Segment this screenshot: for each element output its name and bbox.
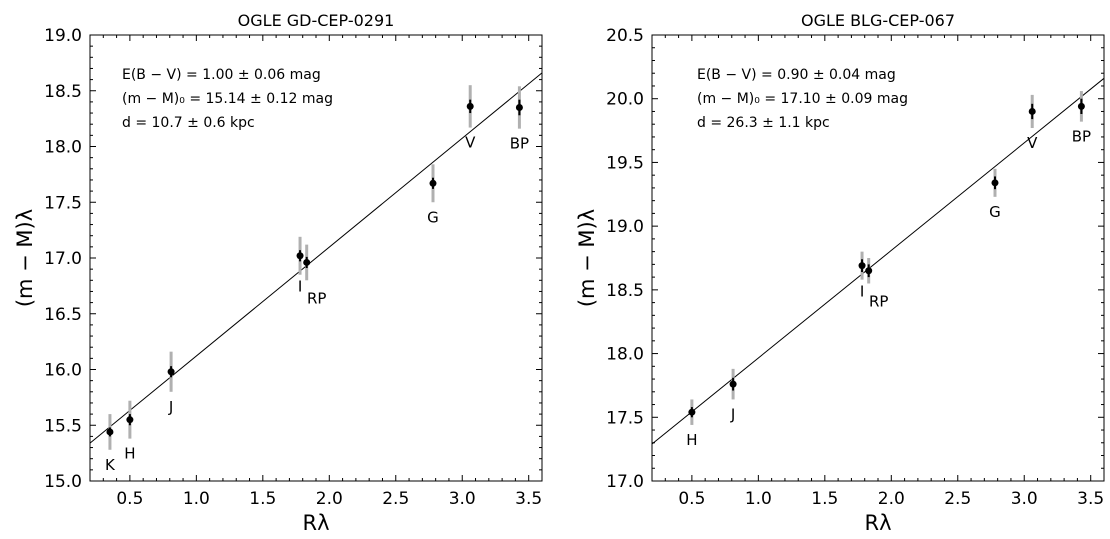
data-point [167, 368, 175, 376]
x-tick-label: 1.5 [249, 489, 276, 509]
annotation-distance: d = 26.3 ± 1.1 kpc [697, 115, 830, 131]
y-tick-label: 19.5 [606, 153, 644, 173]
data-point [729, 380, 737, 388]
fit-line [651, 77, 1105, 445]
point-label: I [860, 283, 864, 301]
point-label: H [124, 445, 135, 463]
data-point [1028, 107, 1036, 115]
y-tick-label: 18.0 [606, 345, 644, 365]
data-point [126, 416, 134, 424]
x-tick-label: 3.0 [1011, 489, 1038, 509]
y-tick-label: 19.0 [606, 217, 644, 237]
chart-right-annotations: E(B − V) = 0.90 ± 0.04 mag (m − M)₀ = 17… [697, 67, 908, 131]
data-point [303, 258, 311, 266]
point-label: I [298, 278, 302, 296]
x-tick-label: 0.5 [116, 489, 143, 509]
annotation-ebv: E(B − V) = 0.90 ± 0.04 mag [697, 67, 896, 83]
annotation-distance-modulus: (m − M)₀ = 15.14 ± 0.12 mag [122, 91, 333, 107]
y-tick-label: 18.5 [606, 281, 644, 301]
x-tick-label: 2.0 [878, 489, 905, 509]
point-label: J [730, 405, 735, 423]
x-tick-label: 1.0 [745, 489, 772, 509]
data-point [106, 428, 114, 436]
data-point [991, 179, 999, 187]
x-tick-label: 2.0 [316, 489, 343, 509]
y-tick-label: 15.5 [44, 416, 82, 436]
point-label: V [465, 134, 476, 152]
point-label: K [105, 456, 116, 474]
y-tick-label: 17.5 [606, 408, 644, 428]
y-tick-label: 18.5 [44, 82, 82, 102]
y-tick-label: 18.0 [44, 138, 82, 158]
x-tick-label: 2.5 [944, 489, 971, 509]
data-point [1077, 102, 1085, 110]
x-tick-label: 1.5 [811, 489, 838, 509]
chart-left: OGLE GD-CEP-0291 KH J I RP G V BP 0.5 1.0 1.5 2.0… [13, 11, 543, 535]
point-label: V [1027, 134, 1038, 152]
data-point [858, 262, 866, 270]
chart-right-frame [651, 34, 1105, 482]
y-tick-label: 15.0 [44, 472, 82, 492]
data-point [688, 408, 696, 416]
chart-left-xlabel: Rλ [302, 511, 329, 535]
chart-left-annotations: E(B − V) = 1.00 ± 0.06 mag (m − M)₀ = 15… [122, 67, 333, 131]
fit-line [89, 72, 543, 444]
annotation-distance: d = 10.7 ± 0.6 kpc [122, 115, 255, 131]
y-tick-label: 16.5 [44, 305, 82, 325]
point-label: RP [869, 292, 888, 310]
y-tick-label: 17.5 [44, 193, 82, 213]
x-tick-label: 3.0 [449, 489, 476, 509]
x-tick-label: 3.5 [1077, 489, 1104, 509]
point-label: G [989, 203, 1001, 221]
chart-left-ylabel: (m − M)λ [13, 209, 37, 307]
y-tick-label: 20.0 [606, 90, 644, 110]
point-label: BP [510, 135, 529, 153]
x-tick-label: 2.5 [382, 489, 409, 509]
data-point [865, 267, 873, 275]
x-tick-label: 3.5 [515, 489, 542, 509]
y-tick-label: 16.0 [44, 361, 82, 381]
chart-left-frame [89, 34, 543, 482]
data-point [429, 179, 437, 187]
point-label: H [686, 431, 697, 449]
point-label: G [427, 208, 439, 226]
y-tick-label: 19.0 [44, 26, 82, 46]
y-tick-label: 17.0 [606, 472, 644, 492]
data-point [296, 252, 304, 260]
point-label: J [168, 398, 173, 416]
chart-right-ylabel: (m − M)λ [575, 209, 599, 307]
annotation-ebv: E(B − V) = 1.00 ± 0.06 mag [122, 67, 321, 83]
data-point [515, 103, 523, 111]
data-point [466, 102, 474, 110]
chart-left-title: OGLE GD-CEP-0291 [238, 11, 395, 30]
y-tick-label: 20.5 [606, 26, 644, 46]
y-tick-label: 17.0 [44, 249, 82, 269]
point-label: RP [307, 289, 326, 307]
chart-right: OGLE BLG-CEP-067 H J I RP G V BP 0.5 1.0 1.5 2.0 2… [575, 11, 1105, 535]
annotation-distance-modulus: (m − M)₀ = 17.10 ± 0.09 mag [697, 91, 908, 107]
point-label: BP [1072, 128, 1091, 146]
x-tick-label: 0.5 [678, 489, 705, 509]
chart-right-title: OGLE BLG-CEP-067 [801, 11, 955, 30]
x-tick-label: 1.0 [183, 489, 210, 509]
chart-right-xlabel: Rλ [864, 511, 891, 535]
